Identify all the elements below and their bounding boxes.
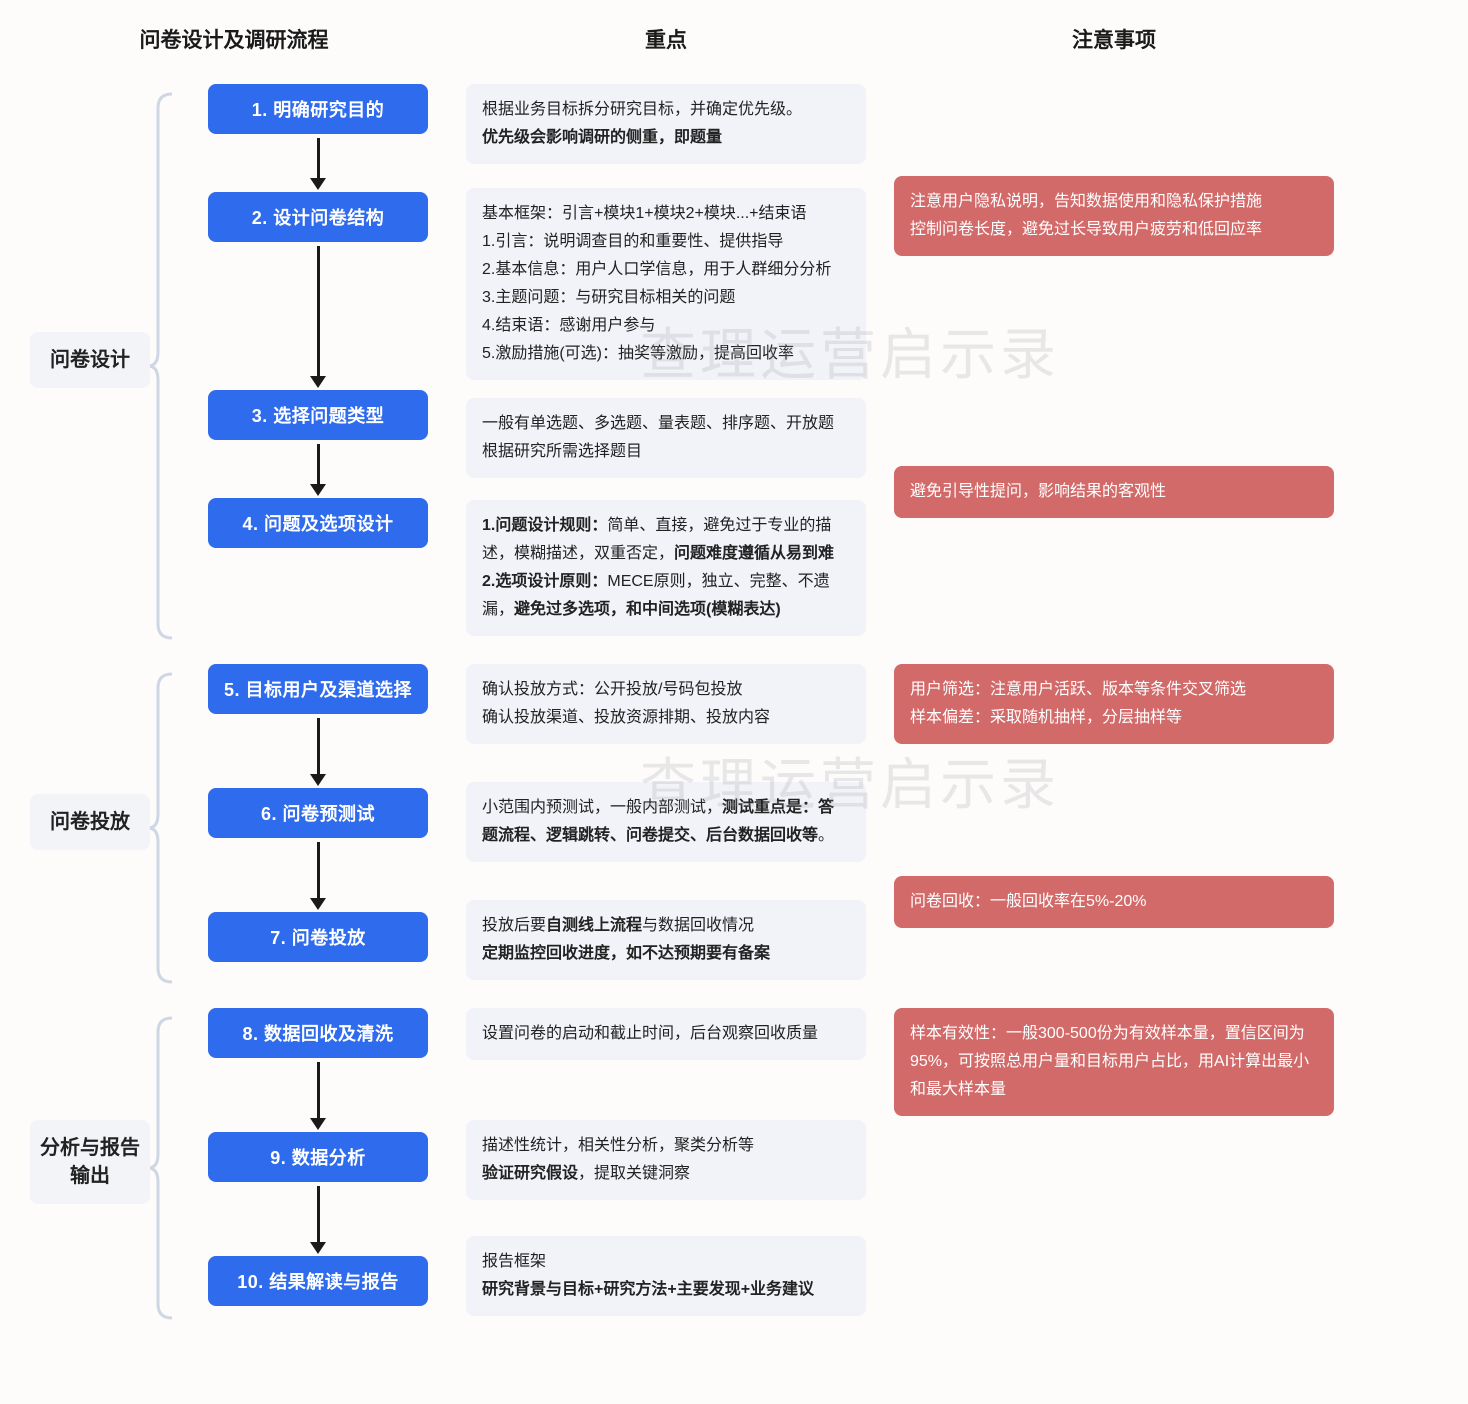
flow-arrow (310, 242, 326, 390)
keypoint-box: 小范围内预测试，一般内部测试，测试重点是：答题流程、逻辑跳转、问卷提交、后台数据… (466, 782, 866, 862)
keypoints-column: 确认投放方式：公开投放/号码包投放确认投放渠道、投放资源排期、投放内容小范围内预… (466, 664, 866, 980)
keypoints-column: 设置问卷的启动和截止时间，后台观察回收质量描述性统计，相关性分析，聚类分析等验证… (466, 1008, 866, 1316)
keypoint-box: 1.问题设计规则：简单、直接，避免过于专业的描述，模糊描述，双重否定，问题难度遵… (466, 500, 866, 636)
phase-label: 问卷设计 (30, 332, 150, 388)
flow-arrow (310, 134, 326, 192)
keypoint-box: 确认投放方式：公开投放/号码包投放确认投放渠道、投放资源排期、投放内容 (466, 664, 866, 744)
caution-box: 注意用户隐私说明，告知数据使用和隐私保护措施控制问卷长度，避免过长导致用户疲劳和… (894, 176, 1334, 256)
keypoint-box: 根据业务目标拆分研究目标，并确定优先级。优先级会影响调研的侧重，即题量 (466, 84, 866, 164)
header-notes: 注意事项 (894, 24, 1334, 54)
header-process: 问卷设计及调研流程 (30, 24, 438, 54)
phase-group: 分析与报告输出 8. 数据回收及清洗 9. 数据分析 10. 结果解读与报告 设… (30, 1008, 1438, 1316)
step-row: 4. 问题及选项设计 (198, 498, 438, 548)
column-headers: 问卷设计及调研流程 重点 注意事项 (30, 24, 1438, 54)
bracket-icon (150, 670, 178, 986)
caution-box: 样本有效性：一般300-500份为有效样本量，置信区间为95%，可按照总用户量和… (894, 1008, 1334, 1116)
flow-arrow (310, 714, 326, 788)
step-node: 10. 结果解读与报告 (208, 1256, 428, 1306)
keypoint-box: 设置问卷的启动和截止时间，后台观察回收质量 (466, 1008, 866, 1060)
flow-arrow (310, 838, 326, 912)
step-row: 5. 目标用户及渠道选择 (198, 664, 438, 788)
step-node: 3. 选择问题类型 (208, 390, 428, 440)
phase-label: 问卷投放 (30, 794, 150, 850)
steps-column: 5. 目标用户及渠道选择 6. 问卷预测试 7. 问卷投放 (198, 664, 438, 980)
step-node: 9. 数据分析 (208, 1132, 428, 1182)
phase-label-wrap: 分析与报告输出 (30, 1008, 170, 1316)
bracket-icon (150, 90, 178, 642)
keypoint-box: 描述性统计，相关性分析，聚类分析等验证研究假设，提取关键洞察 (466, 1120, 866, 1200)
notes-column: 注意用户隐私说明，告知数据使用和隐私保护措施控制问卷长度，避免过长导致用户疲劳和… (894, 84, 1334, 636)
steps-column: 1. 明确研究目的 2. 设计问卷结构 3. 选择问题类型 4. 问题及选项设计 (198, 84, 438, 636)
phase-group: 问卷投放 5. 目标用户及渠道选择 6. 问卷预测试 7. 问卷投放 确认投放方… (30, 664, 1438, 980)
notes-column: 用户筛选：注意用户活跃、版本等条件交叉筛选样本偏差：采取随机抽样，分层抽样等问卷… (894, 664, 1334, 980)
keypoints-column: 根据业务目标拆分研究目标，并确定优先级。优先级会影响调研的侧重，即题量基本框架：… (466, 84, 866, 636)
notes-column: 样本有效性：一般300-500份为有效样本量，置信区间为95%，可按照总用户量和… (894, 1008, 1334, 1316)
step-node: 5. 目标用户及渠道选择 (208, 664, 428, 714)
step-row: 1. 明确研究目的 (198, 84, 438, 192)
step-node: 7. 问卷投放 (208, 912, 428, 962)
flow-arrow (310, 1058, 326, 1132)
step-node: 4. 问题及选项设计 (208, 498, 428, 548)
step-row: 7. 问卷投放 (198, 912, 438, 962)
step-node: 2. 设计问卷结构 (208, 192, 428, 242)
keypoint-box: 报告框架研究背景与目标+研究方法+主要发现+业务建议 (466, 1236, 866, 1316)
bracket-icon (150, 1014, 178, 1322)
step-node: 1. 明确研究目的 (208, 84, 428, 134)
step-row: 10. 结果解读与报告 (198, 1256, 438, 1306)
phase-group: 问卷设计 1. 明确研究目的 2. 设计问卷结构 3. 选择问题类型 4. 问题… (30, 84, 1438, 636)
header-keypoints: 重点 (466, 24, 866, 54)
caution-box: 避免引导性提问，影响结果的客观性 (894, 466, 1334, 518)
step-row: 6. 问卷预测试 (198, 788, 438, 912)
flow-arrow (310, 1182, 326, 1256)
phases-container: 问卷设计 1. 明确研究目的 2. 设计问卷结构 3. 选择问题类型 4. 问题… (30, 84, 1438, 1316)
step-row: 8. 数据回收及清洗 (198, 1008, 438, 1132)
caution-box: 问卷回收：一般回收率在5%-20% (894, 876, 1334, 928)
steps-column: 8. 数据回收及清洗 9. 数据分析 10. 结果解读与报告 (198, 1008, 438, 1316)
step-node: 6. 问卷预测试 (208, 788, 428, 838)
phase-label: 分析与报告输出 (30, 1120, 150, 1204)
step-row: 9. 数据分析 (198, 1132, 438, 1256)
keypoint-box: 基本框架：引言+模块1+模块2+模块...+结束语1.引言：说明调查目的和重要性… (466, 188, 866, 380)
phase-label-wrap: 问卷设计 (30, 84, 170, 636)
step-node: 8. 数据回收及清洗 (208, 1008, 428, 1058)
step-row: 3. 选择问题类型 (198, 390, 438, 498)
flow-arrow (310, 440, 326, 498)
step-row: 2. 设计问卷结构 (198, 192, 438, 390)
keypoint-box: 一般有单选题、多选题、量表题、排序题、开放题根据研究所需选择题目 (466, 398, 866, 478)
phase-label-wrap: 问卷投放 (30, 664, 170, 980)
caution-box: 用户筛选：注意用户活跃、版本等条件交叉筛选样本偏差：采取随机抽样，分层抽样等 (894, 664, 1334, 744)
keypoint-box: 投放后要自测线上流程与数据回收情况定期监控回收进度，如不达预期要有备案 (466, 900, 866, 980)
